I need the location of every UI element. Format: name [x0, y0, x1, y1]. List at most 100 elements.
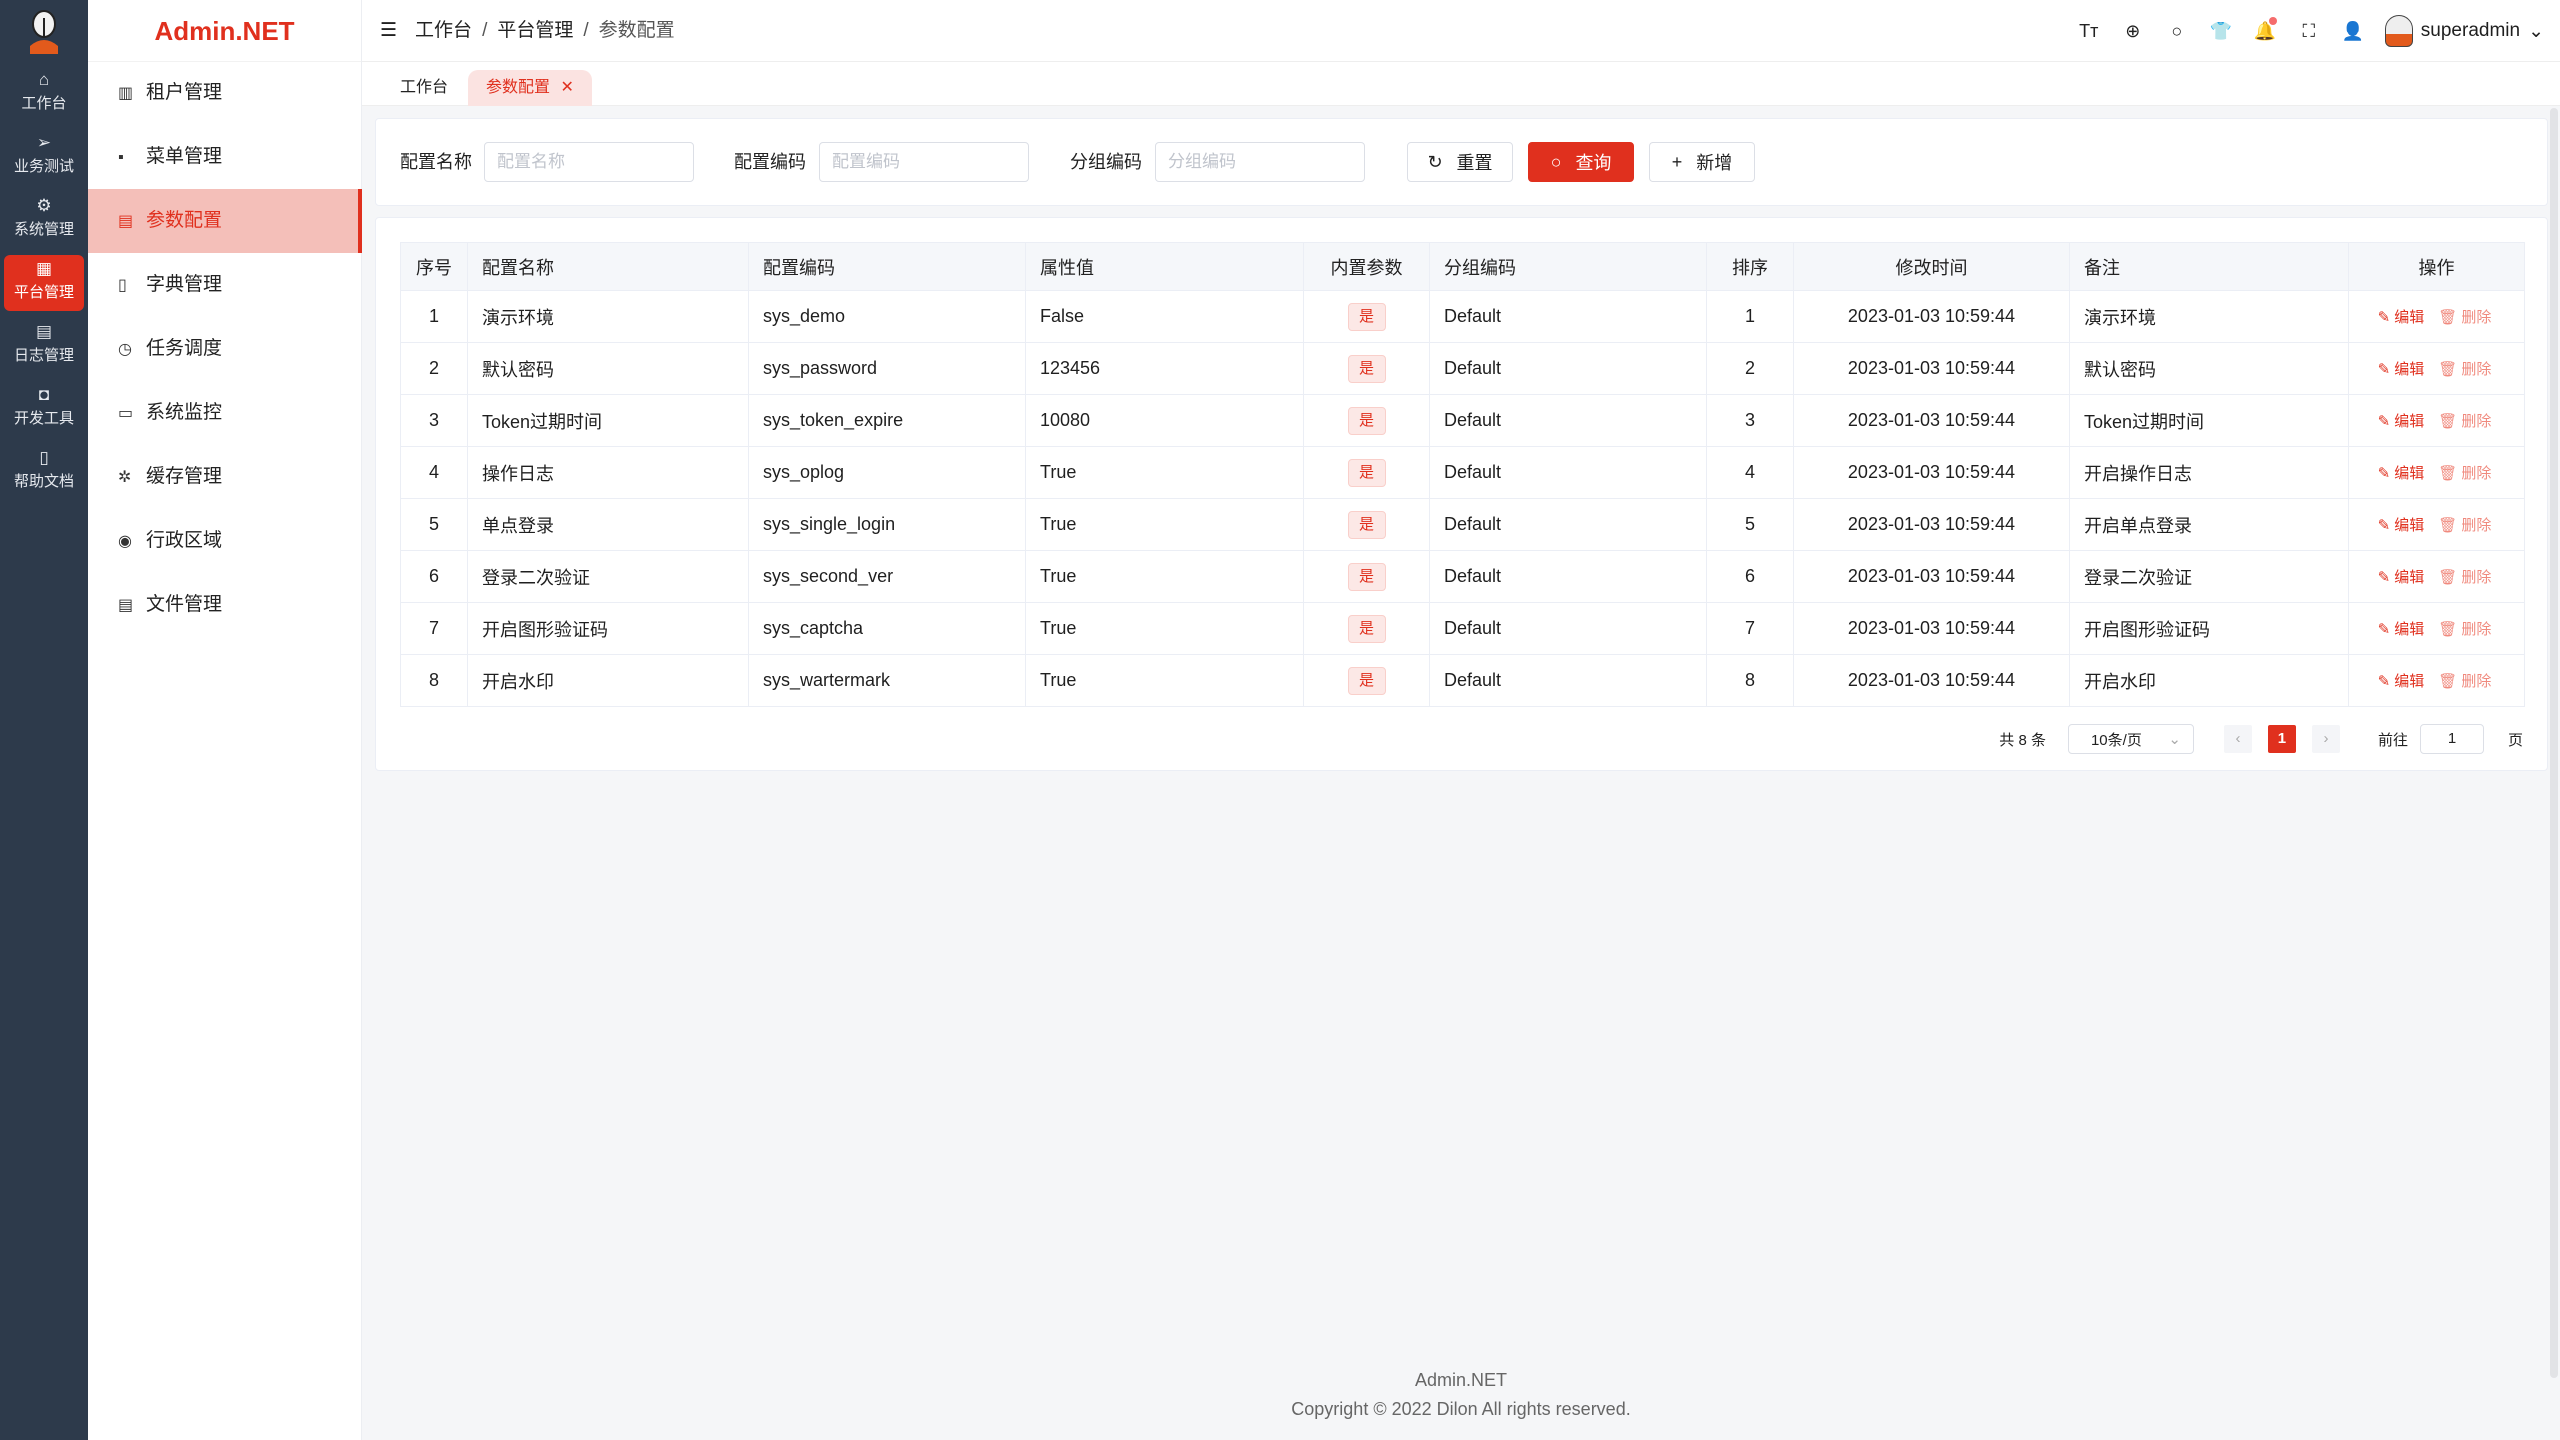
cell-value: 123456	[1025, 342, 1304, 395]
rail-item-5[interactable]: ◘ 开发工具	[4, 381, 84, 437]
sidebar-item-3[interactable]: ▯ 字典管理	[88, 253, 362, 317]
user-icon[interactable]: 👤	[2341, 20, 2364, 41]
config-name-input[interactable]	[484, 142, 694, 182]
edit-icon[interactable]: ✎	[2377, 517, 2391, 534]
query-button[interactable]: ○ 查询	[1528, 142, 1634, 182]
page-size-select[interactable]: 10条/页 ⌄	[2067, 724, 2194, 754]
edit-button[interactable]: 编辑	[2394, 361, 2425, 378]
trash-icon[interactable]: 🗑	[2438, 569, 2458, 586]
edit-icon[interactable]: ✎	[2377, 309, 2391, 326]
cell-name: Token过期时间	[467, 394, 749, 447]
cell-remark: 开启水印	[2069, 654, 2349, 707]
edit-icon[interactable]: ✎	[2377, 621, 2391, 638]
edit-button[interactable]: 编辑	[2394, 517, 2425, 534]
column-header: 分组编码	[1429, 242, 1707, 291]
prev-page-button[interactable]: ‹	[2223, 725, 2252, 753]
edit-button[interactable]: 编辑	[2394, 413, 2425, 430]
delete-button[interactable]: 删除	[2461, 673, 2492, 690]
reset-button[interactable]: ↻ 重置	[1407, 142, 1513, 182]
group-code-input[interactable]	[1155, 142, 1365, 182]
cell-code: sys_single_login	[748, 498, 1026, 551]
menu-grid-icon: ▪	[118, 149, 124, 166]
cell-actions: ✎ 编辑 🗑 删除	[2348, 602, 2525, 655]
delete-button[interactable]: 删除	[2461, 413, 2492, 430]
sidebar-item-label: 字典管理	[146, 274, 223, 295]
next-page-button[interactable]: ›	[2311, 725, 2340, 753]
scrollbar[interactable]	[2550, 108, 2558, 1378]
rail-item-6[interactable]: ▯ 帮助文档	[4, 444, 84, 500]
sidebar-item-5[interactable]: ▭ 系统监控	[88, 381, 362, 445]
trash-icon[interactable]: 🗑	[2438, 465, 2458, 482]
cell-name: 单点登录	[467, 498, 749, 551]
rail-item-0[interactable]: ⌂ 工作台	[4, 66, 84, 122]
book-icon: ▯	[39, 448, 49, 467]
add-button[interactable]: + 新增	[1649, 142, 1755, 182]
sidebar-item-2[interactable]: ▤ 参数配置	[88, 189, 362, 253]
trash-icon[interactable]: 🗑	[2438, 309, 2458, 326]
cell-time: 2023-01-03 10:59:44	[1793, 446, 2070, 499]
search-icon[interactable]: ○	[2171, 20, 2183, 41]
close-icon[interactable]: ✕	[560, 79, 574, 96]
delete-button[interactable]: 删除	[2461, 569, 2492, 586]
group-code-label: 分组编码	[1070, 152, 1142, 172]
sidebar-item-4[interactable]: ◷ 任务调度	[88, 317, 362, 381]
language-icon[interactable]: ⊕	[2125, 20, 2141, 41]
logo	[24, 8, 64, 56]
delete-button[interactable]: 删除	[2461, 465, 2492, 482]
column-header: 属性值	[1025, 242, 1304, 291]
sidebar-item-label: 系统监控	[146, 402, 223, 423]
edit-icon[interactable]: ✎	[2377, 673, 2391, 690]
sidebar-item-1[interactable]: ▪ 菜单管理	[88, 125, 362, 189]
tab-workbench[interactable]: 工作台	[400, 79, 449, 96]
rail-item-4[interactable]: ▤ 日志管理	[4, 318, 84, 374]
delete-button[interactable]: 删除	[2461, 361, 2492, 378]
trash-icon[interactable]: 🗑	[2438, 673, 2458, 690]
bell-icon[interactable]: 🔔	[2243, 16, 2287, 42]
trash-icon[interactable]: 🗑	[2438, 517, 2458, 534]
edit-button[interactable]: 编辑	[2394, 569, 2425, 586]
rail-item-1[interactable]: ➢ 业务测试	[4, 129, 84, 185]
sidebar-item-label: 文件管理	[146, 594, 223, 615]
edit-button[interactable]: 编辑	[2394, 465, 2425, 482]
goto-page-input[interactable]: 1	[2419, 724, 2484, 754]
delete-button[interactable]: 删除	[2461, 309, 2492, 326]
cell-remark: 开启操作日志	[2069, 446, 2349, 499]
rail-item-label: 系统管理	[13, 221, 74, 238]
footer-name: Admin.NET	[1414, 1370, 1508, 1390]
cell-actions: ✎ 编辑 🗑 删除	[2348, 446, 2525, 499]
edit-icon[interactable]: ✎	[2377, 569, 2391, 586]
user-menu[interactable]: superadmin ⌄	[2384, 15, 2544, 47]
alarm-clock-icon: ◷	[118, 341, 132, 358]
builtin-badge: 是	[1347, 562, 1386, 591]
config-code-input[interactable]	[819, 142, 1029, 182]
sidebar-item-7[interactable]: ◉ 行政区域	[88, 509, 362, 573]
theme-shirt-icon[interactable]: 👕	[2209, 20, 2232, 41]
trash-icon[interactable]: 🗑	[2438, 621, 2458, 638]
page-1-button[interactable]: 1	[2267, 725, 2296, 753]
edit-icon[interactable]: ✎	[2377, 361, 2391, 378]
sidebar-item-0[interactable]: ▥ 租户管理	[88, 61, 362, 125]
trash-icon[interactable]: 🗑	[2438, 361, 2458, 378]
delete-button[interactable]: 删除	[2461, 621, 2492, 638]
edit-button[interactable]: 编辑	[2394, 309, 2425, 326]
tab-config[interactable]: 参数配置 ✕	[468, 70, 592, 106]
trash-icon[interactable]: 🗑	[2438, 413, 2458, 430]
font-size-icon[interactable]: Tт	[2079, 20, 2099, 41]
breadcrumb-item[interactable]: 工作台	[415, 20, 473, 41]
cell-code: sys_wartermark	[748, 654, 1026, 707]
edit-icon[interactable]: ✎	[2377, 413, 2391, 430]
sidebar-item-6[interactable]: ✲ 缓存管理	[88, 445, 362, 509]
cell-name: 操作日志	[467, 446, 749, 499]
sidebar-item-8[interactable]: ▤ 文件管理	[88, 573, 362, 637]
edit-button[interactable]: 编辑	[2394, 621, 2425, 638]
edit-button[interactable]: 编辑	[2394, 673, 2425, 690]
breadcrumb-item[interactable]: 平台管理	[497, 20, 574, 41]
table-row: 1 演示环境 sys_demo False 是 Default 1 2023-01-03 10…	[400, 290, 2525, 343]
rail-item-2[interactable]: ⚙ 系统管理	[4, 192, 84, 248]
delete-button[interactable]: 删除	[2461, 517, 2492, 534]
rail-item-3[interactable]: ▦ 平台管理	[4, 255, 84, 311]
edit-icon[interactable]: ✎	[2377, 465, 2391, 482]
menu-toggle-icon[interactable]: ☰	[380, 20, 398, 41]
table-row: 5 单点登录 sys_single_login True 是 Default 5 2023-0…	[400, 498, 2525, 551]
fullscreen-icon[interactable]: ⛶	[2302, 20, 2316, 41]
